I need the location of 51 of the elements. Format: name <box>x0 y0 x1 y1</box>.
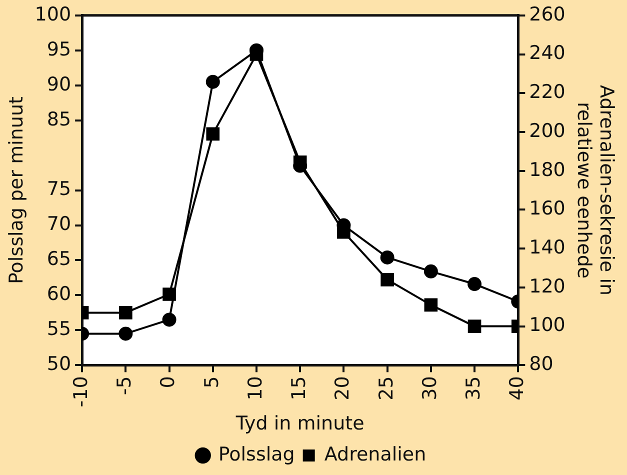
x-axis-title: Tyd in minute <box>234 412 364 435</box>
point <box>162 312 176 327</box>
point <box>206 74 220 89</box>
y-tick-label: 95 <box>46 38 72 60</box>
y-tick-label: 65 <box>46 248 72 270</box>
y-axis-title: Polsslag per minuut <box>5 96 28 284</box>
x-tick-label: 30 <box>418 376 441 400</box>
y2-tick-label: 180 <box>529 158 566 181</box>
y-tick-label: 60 <box>46 283 72 306</box>
point <box>337 225 350 239</box>
point <box>424 264 438 278</box>
point <box>206 127 220 141</box>
x-tick-label: 40 <box>506 376 528 400</box>
x-tick-label: 10 <box>244 376 266 400</box>
x-tick-label: -5 <box>114 376 136 396</box>
y2-tick-label: 220 <box>529 81 566 104</box>
y2-tick-label: 200 <box>529 120 566 142</box>
point <box>468 277 482 292</box>
point <box>162 288 176 301</box>
point <box>293 155 307 169</box>
y-tick-label: 70 <box>46 213 72 236</box>
y2-tick-label: 140 <box>529 236 566 259</box>
y2-tick-label: 240 <box>529 42 566 64</box>
y2-tick-label: 100 <box>529 314 566 336</box>
point <box>118 326 133 341</box>
point <box>380 273 394 286</box>
x-tick-label: 15 <box>288 376 310 400</box>
y-tick-label: 90 <box>46 73 72 96</box>
legend-label: Polsslag <box>218 443 295 466</box>
point <box>424 298 438 312</box>
y-tick-label: 100 <box>34 3 72 26</box>
point <box>119 306 132 320</box>
x-tick-label: 35 <box>462 376 484 400</box>
legend-label: Adrenalien <box>324 443 426 466</box>
y2-tick-label: 260 <box>529 3 566 26</box>
y-tick-label: 75 <box>46 178 72 200</box>
x-tick-label: 25 <box>375 376 398 400</box>
x-tick-label: -10 <box>70 376 92 408</box>
y2-tick-label: 160 <box>529 198 566 220</box>
y2-axis-title: Adrenalien-sekresie in relatiewe eenhede <box>572 85 618 296</box>
y-tick-label: 85 <box>46 108 72 130</box>
point <box>250 48 264 61</box>
x-tick-label: 5 <box>200 376 223 388</box>
point <box>468 320 482 333</box>
x-tick-label: 20 <box>332 376 354 400</box>
y-tick-label: 50 <box>46 353 72 376</box>
point <box>380 250 394 264</box>
y2-tick-label: 80 <box>529 353 554 376</box>
y-tick-label: 55 <box>46 318 72 340</box>
y2-tick-label: 120 <box>529 275 566 298</box>
x-tick-label: 0 <box>157 376 180 388</box>
